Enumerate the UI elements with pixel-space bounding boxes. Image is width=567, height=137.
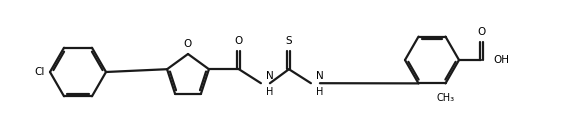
Text: OH: OH <box>493 55 509 65</box>
Text: O: O <box>184 39 192 49</box>
Text: CH₃: CH₃ <box>437 93 455 103</box>
Text: H: H <box>266 87 273 97</box>
Text: H: H <box>316 87 323 97</box>
Text: S: S <box>286 36 292 46</box>
Text: O: O <box>477 27 485 37</box>
Text: N: N <box>316 71 324 81</box>
Text: N: N <box>266 71 274 81</box>
Text: O: O <box>235 36 243 46</box>
Text: Cl: Cl <box>35 67 45 77</box>
